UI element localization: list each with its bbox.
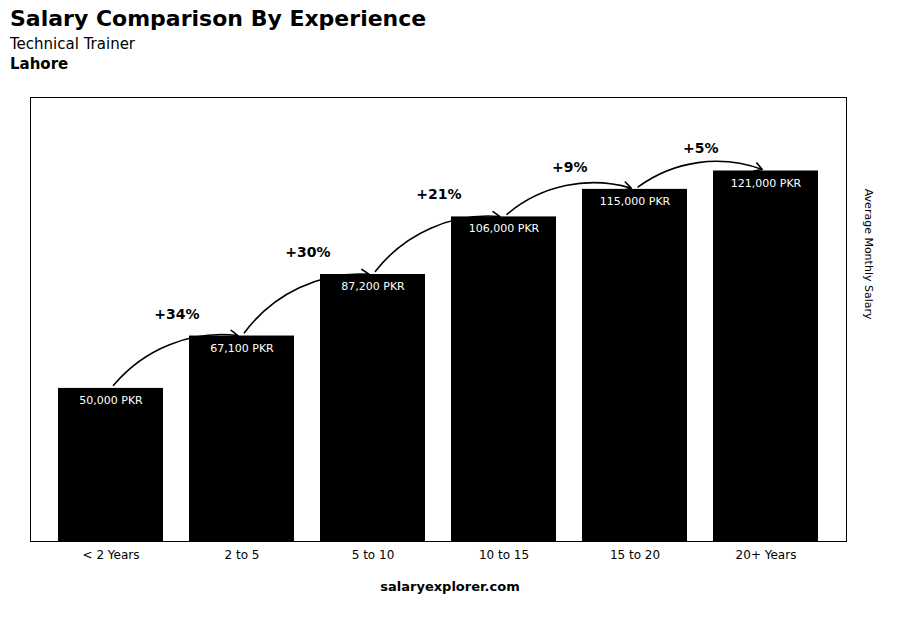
- svg-text:2 to 5: 2 to 5: [225, 548, 260, 562]
- svg-text:20+ Years: 20+ Years: [736, 548, 797, 562]
- svg-text:67,100 PKR: 67,100 PKR: [210, 342, 274, 355]
- svg-text:5 to 10: 5 to 10: [352, 548, 395, 562]
- svg-text:+30%: +30%: [285, 244, 330, 260]
- html-text:salaryexplorer.com: salaryexplorer.com: [380, 579, 520, 594]
- svg-text:Average Monthly Salary: Average Monthly Salary: [862, 189, 875, 320]
- svg-text:50,000 PKR: 50,000 PKR: [79, 394, 143, 407]
- svg-text:115,000 PKR: 115,000 PKR: [600, 195, 671, 208]
- svg-text:106,000 PKR: 106,000 PKR: [469, 222, 540, 235]
- html-text:Lahore: Lahore: [10, 55, 69, 73]
- svg-text:< 2 Years: < 2 Years: [83, 548, 140, 562]
- svg-text:+21%: +21%: [416, 186, 461, 202]
- svg-text:+34%: +34%: [154, 306, 199, 322]
- svg-text:15 to 20: 15 to 20: [610, 548, 660, 562]
- html-text:Salary Comparison By Experienc: Salary Comparison By Experience: [10, 6, 427, 31]
- svg-text:121,000 PKR: 121,000 PKR: [731, 177, 802, 190]
- svg-text:87,200 PKR: 87,200 PKR: [341, 280, 405, 293]
- svg-text:+9%: +9%: [552, 159, 588, 175]
- svg-text:10 to 15: 10 to 15: [479, 548, 529, 562]
- svg-text:+5%: +5%: [683, 140, 719, 156]
- html-text:Technical Trainer: Technical Trainer: [10, 35, 135, 53]
